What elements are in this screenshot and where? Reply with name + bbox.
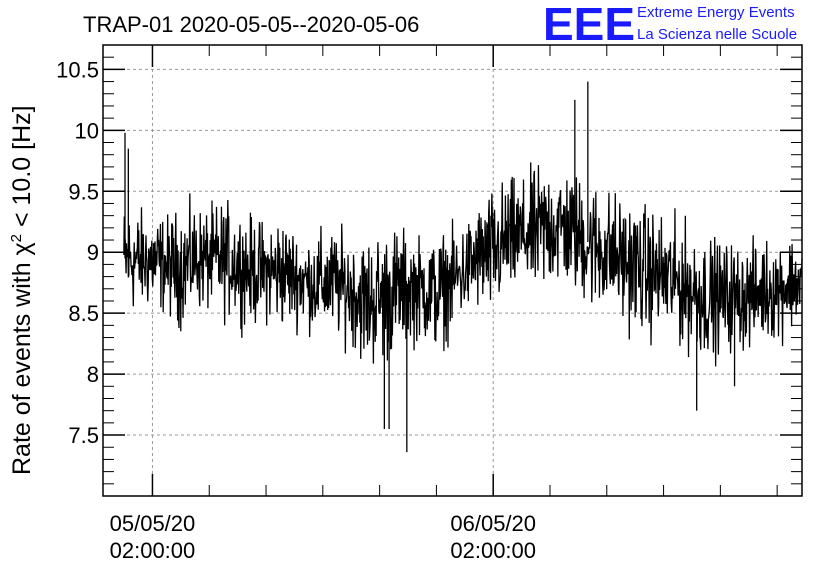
y-axis-label-main: Rate of events with χ xyxy=(8,242,36,475)
y-axis-label-tail: < 10.0 [Hz] xyxy=(8,105,36,234)
plot-frame xyxy=(102,44,803,497)
x-tick-label-time: 02:00:00 xyxy=(450,538,536,563)
y-tick-label: 8.5 xyxy=(68,301,99,326)
y-axis-label: Rate of events with χ2 < 10.0 [Hz] xyxy=(8,105,36,475)
y-tick-label: 10.5 xyxy=(56,57,99,82)
y-tick-label: 10 xyxy=(75,118,99,143)
y-axis-label-sup: 2 xyxy=(8,234,25,242)
y-tick-label: 7.5 xyxy=(68,423,99,448)
eee-logo: EEE Extreme Energy Events La Scienza nel… xyxy=(543,0,797,50)
x-tick-label-date: 06/05/20 xyxy=(450,511,536,536)
x-tick-label-time: 02:00:00 xyxy=(110,538,196,563)
y-tick-label: 9 xyxy=(87,240,99,265)
y-tick-labels: 7.5 8 8.5 9 9.5 10 10.5 xyxy=(56,57,99,448)
x-tick-label-date: 05/05/20 xyxy=(110,511,196,536)
logo-mark: EEE xyxy=(543,0,635,50)
y-tick-label: 9.5 xyxy=(68,179,99,204)
logo-line-2: La Scienza nelle Scuole xyxy=(637,26,797,43)
axis-ticks xyxy=(103,44,802,496)
rate-trace xyxy=(123,162,803,367)
series-rate xyxy=(123,81,803,453)
logo-line-1: Extreme Energy Events xyxy=(637,4,795,21)
y-tick-label: 8 xyxy=(87,362,99,387)
chart-title: TRAP-01 2020-05-05--2020-05-06 xyxy=(83,12,419,37)
